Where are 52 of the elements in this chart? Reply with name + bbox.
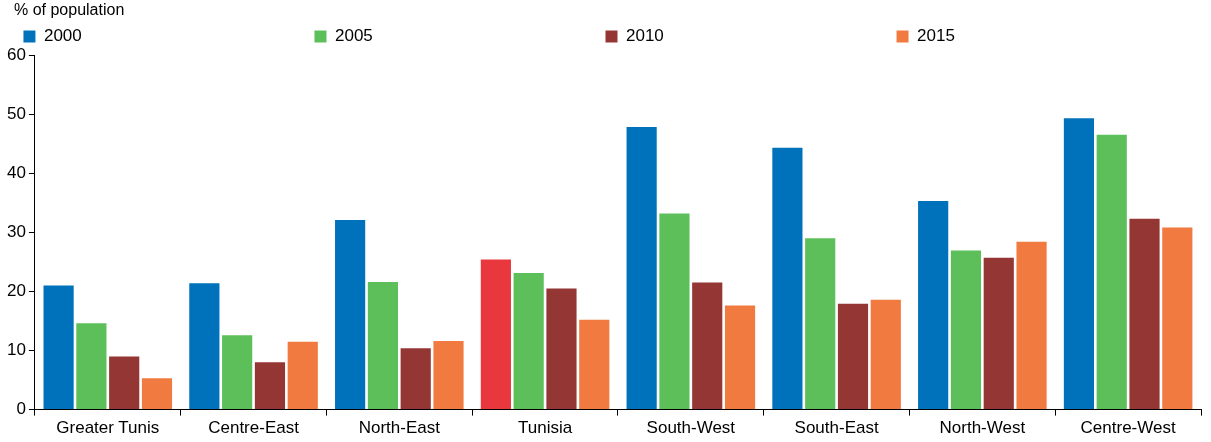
legend-label: 2010 xyxy=(626,26,891,46)
bar xyxy=(772,147,803,410)
bar xyxy=(433,341,464,410)
y-tick-label: 40 xyxy=(6,162,26,182)
x-tick-label: Centre-West xyxy=(1080,418,1176,438)
bar xyxy=(1063,118,1095,410)
bar xyxy=(400,348,431,410)
bar xyxy=(950,250,982,410)
bar xyxy=(189,283,220,410)
y-tick-label: 60 xyxy=(6,44,26,64)
bar xyxy=(724,305,756,410)
bar xyxy=(983,257,1014,410)
bar xyxy=(546,288,577,410)
x-tick-label: Tunisia xyxy=(517,418,573,438)
x-tick-label: South-East xyxy=(794,418,879,438)
x-tick-label: Centre-East xyxy=(208,418,300,438)
bar xyxy=(141,378,173,410)
bar xyxy=(692,282,723,410)
x-tick-label: North-West xyxy=(939,418,1026,438)
x-tick-label: Greater Tunis xyxy=(56,418,160,438)
bar xyxy=(626,127,657,410)
bar xyxy=(76,323,107,410)
bar xyxy=(222,335,253,410)
bar xyxy=(1129,218,1160,410)
bar xyxy=(1096,134,1127,410)
bar xyxy=(335,219,366,410)
x-tick-label: South-West xyxy=(646,418,736,438)
bar xyxy=(480,259,511,410)
bar xyxy=(805,238,836,410)
bar xyxy=(579,319,610,410)
y-tick-label: 50 xyxy=(6,103,26,123)
legend-label: 2015 xyxy=(917,26,1182,46)
y-tick-label: 10 xyxy=(6,340,26,360)
bar xyxy=(1016,241,1047,410)
bar xyxy=(367,281,398,410)
bar xyxy=(513,273,544,410)
bar xyxy=(254,362,286,410)
bar xyxy=(837,303,869,410)
legend-label: 2000 xyxy=(43,26,309,46)
bar xyxy=(870,299,901,410)
y-tick-label: 20 xyxy=(6,281,26,301)
bar xyxy=(918,200,949,410)
bar xyxy=(287,341,318,410)
bar xyxy=(659,213,690,410)
x-tick-label: North-East xyxy=(358,418,441,438)
y-tick-label: 0 xyxy=(16,399,26,419)
bar xyxy=(1162,227,1193,410)
y-tick-label: 30 xyxy=(6,221,26,241)
bar xyxy=(109,356,140,410)
y-axis-title: % of population xyxy=(14,1,125,19)
legend-label: 2005 xyxy=(334,26,600,46)
bar xyxy=(43,285,74,410)
